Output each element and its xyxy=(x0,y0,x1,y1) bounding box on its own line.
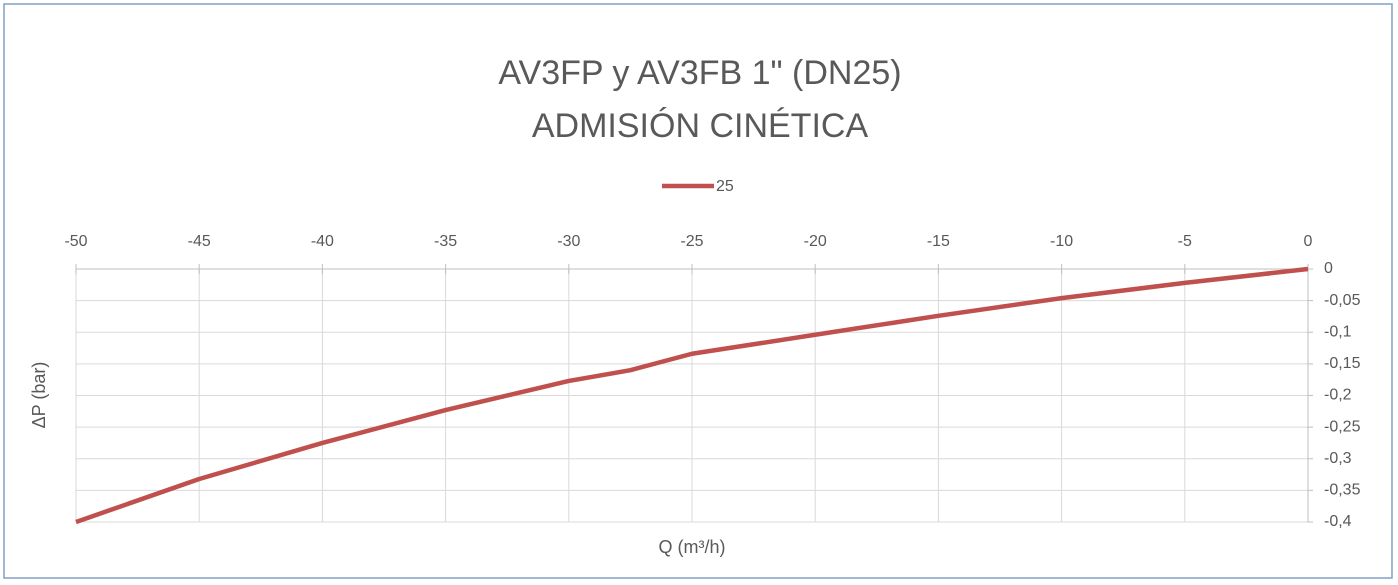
y-tick-label: -0,25 xyxy=(1324,418,1361,435)
x-tick-label: -25 xyxy=(680,233,703,250)
y-axis-title: ΔP (bar) xyxy=(29,362,49,429)
data-line xyxy=(75,266,1309,525)
x-tick-label: 0 xyxy=(1304,233,1313,250)
y-tick-label: -0,1 xyxy=(1324,323,1352,340)
x-axis-title: Q (m³/h) xyxy=(659,537,726,557)
x-tick-label: -50 xyxy=(64,233,87,250)
y-tick-label: -0,2 xyxy=(1324,387,1352,404)
chart-frame xyxy=(3,3,1393,579)
x-tick-label: -35 xyxy=(434,233,457,250)
y-tick-label: 0 xyxy=(1324,260,1333,277)
y-tick-label: -0,4 xyxy=(1324,513,1352,530)
chart-title: ADMISIÓN CINÉTICA xyxy=(532,107,869,145)
y-tick-label: -0,3 xyxy=(1324,450,1352,467)
x-tick-label: -10 xyxy=(1050,233,1073,250)
x-tick-label: -20 xyxy=(804,233,827,250)
chart-title: AV3FP y AV3FB 1" (DN25) xyxy=(498,54,901,92)
y-tick-label: -0,05 xyxy=(1324,292,1361,309)
x-tick-label: -5 xyxy=(1178,233,1192,250)
y-tick-label: -0,35 xyxy=(1324,482,1361,499)
x-tick-label: -45 xyxy=(188,233,211,250)
x-tick-label: -15 xyxy=(927,233,950,250)
x-tick-label: -30 xyxy=(557,233,580,250)
x-tick-label: -40 xyxy=(311,233,334,250)
legend-label: 25 xyxy=(716,178,734,195)
y-tick-label: -0,15 xyxy=(1324,355,1361,372)
